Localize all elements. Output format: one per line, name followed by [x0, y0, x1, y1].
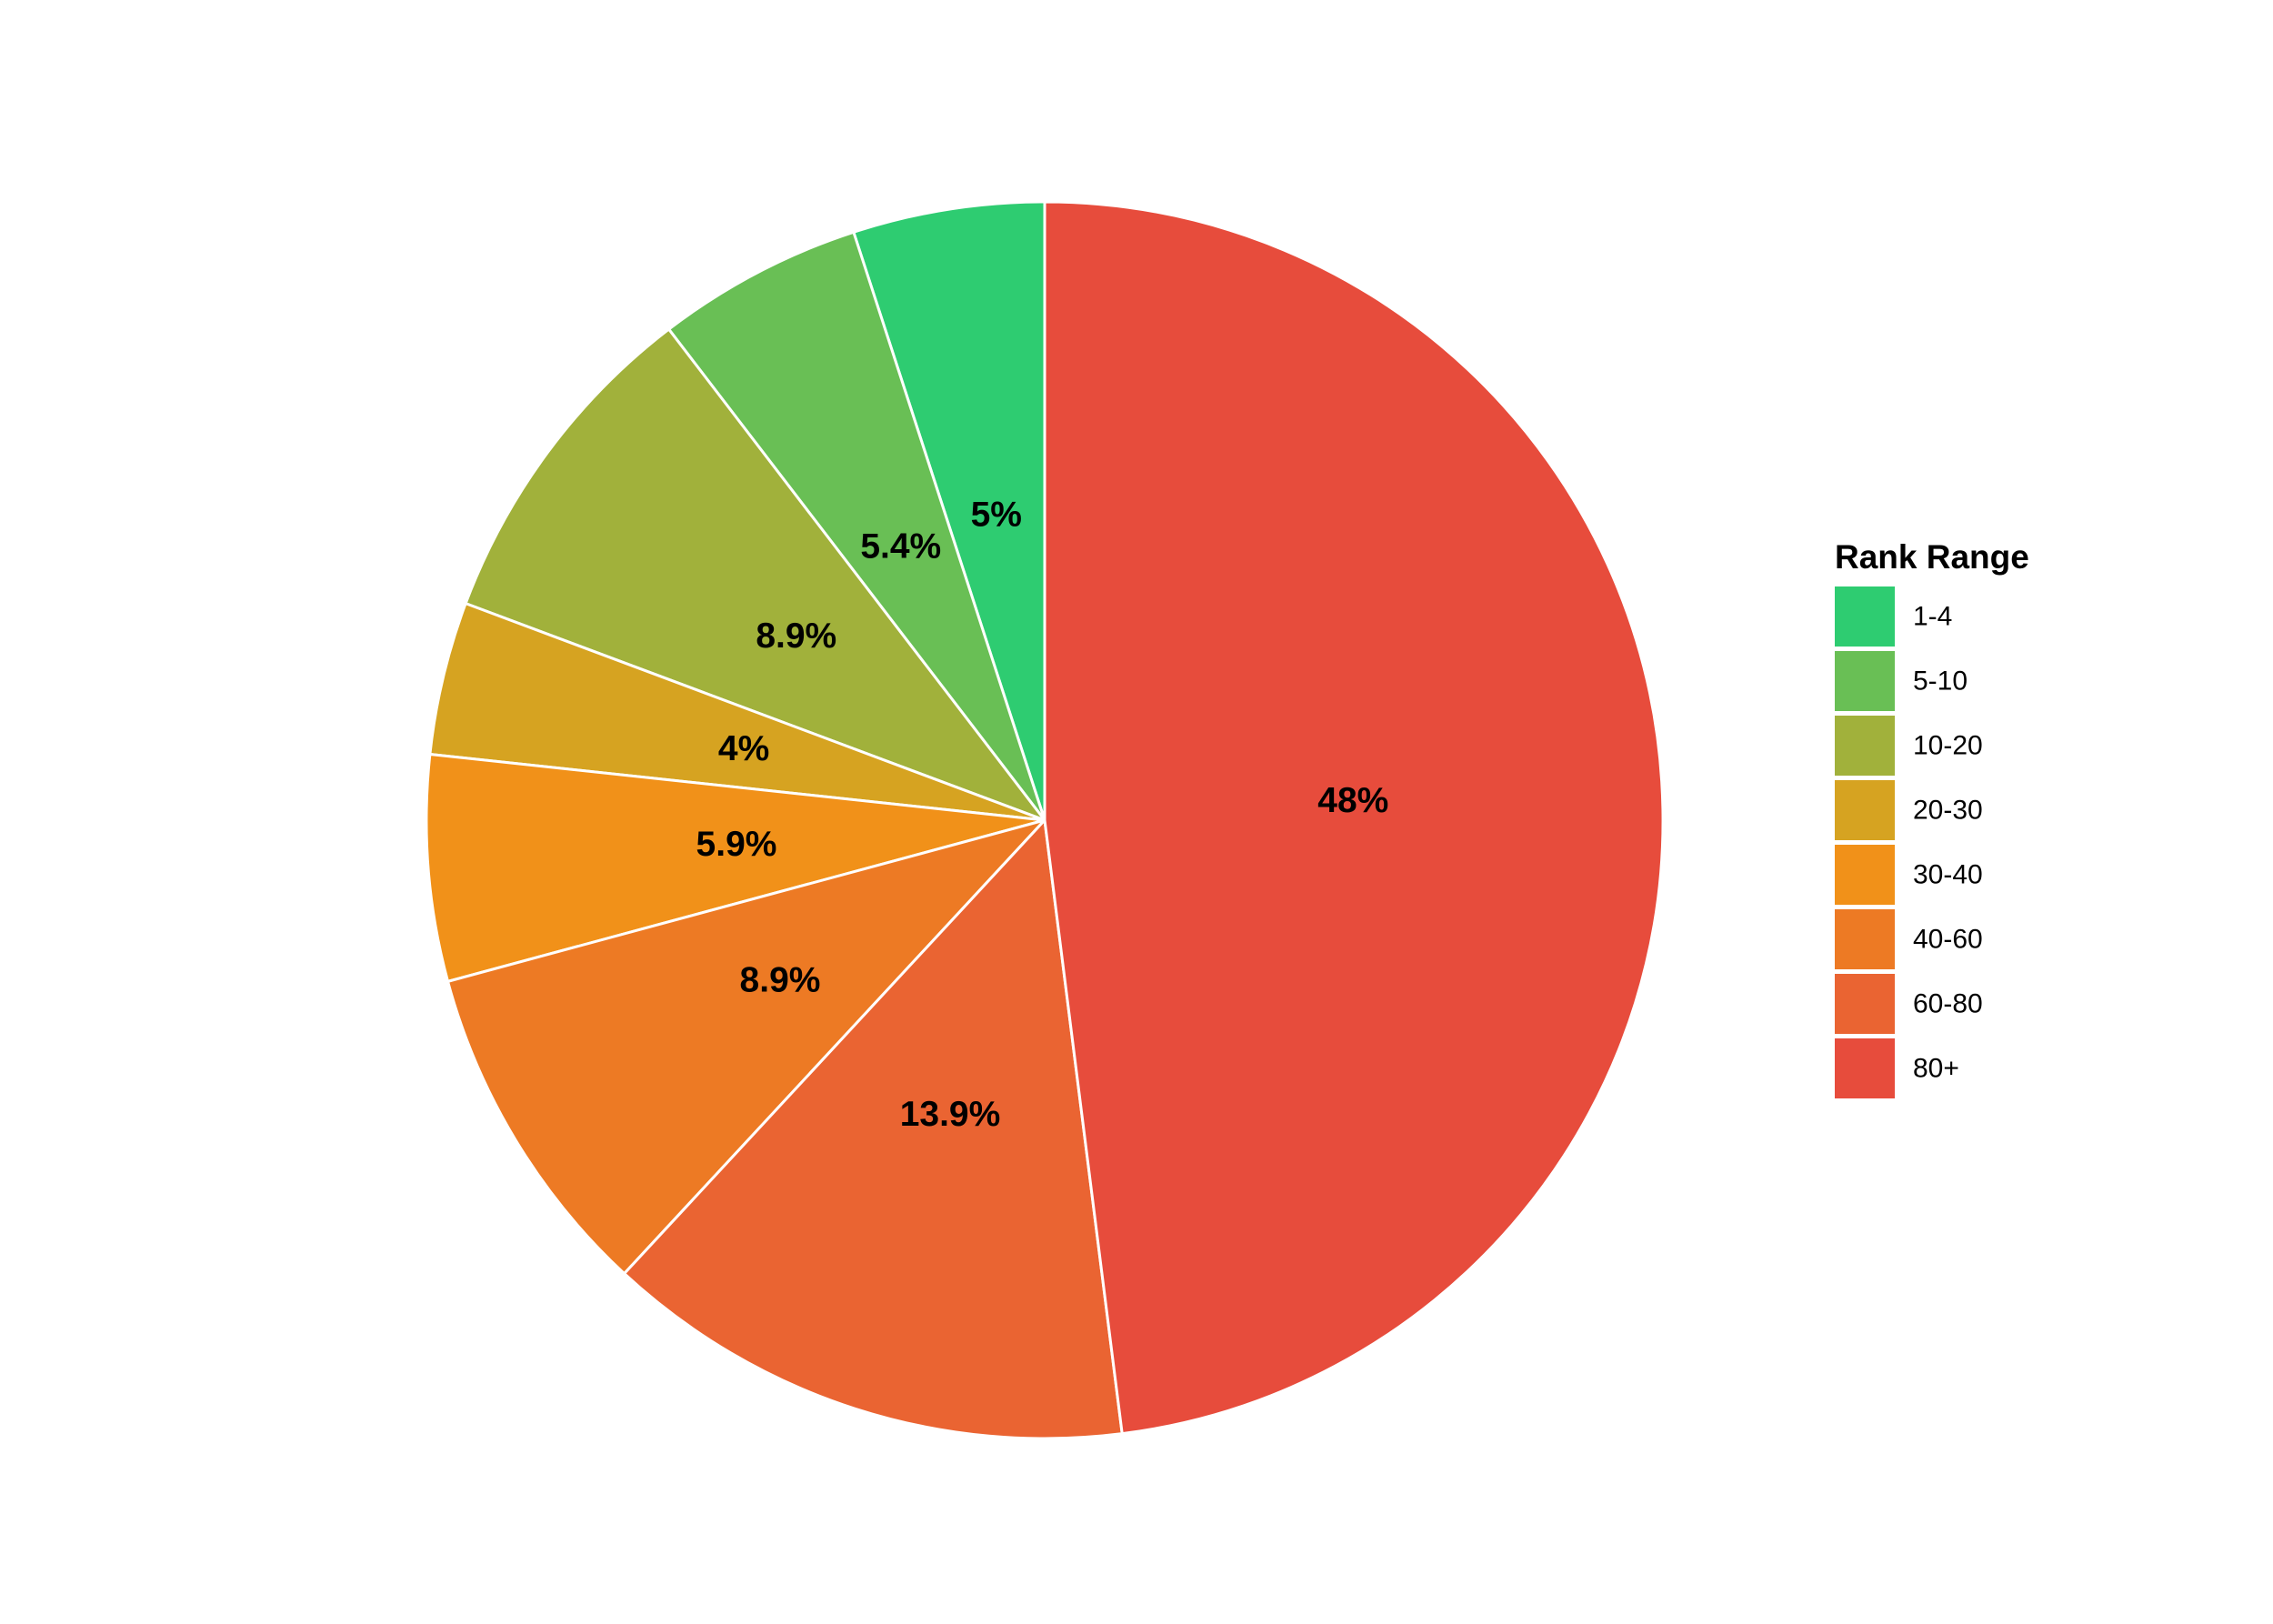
legend-swatch-5-10: [1835, 651, 1895, 711]
slice-label-20-30: 4%: [718, 729, 769, 768]
slice-label-60-80: 13.9%: [900, 1095, 1001, 1134]
pie-slice-80+: [1043, 200, 1665, 1436]
pie-slice-30-40: [425, 753, 1046, 983]
legend-label-60-80: 60-80: [1913, 989, 1983, 1019]
slice-label-80+: 48%: [1317, 781, 1388, 820]
legend-swatch-60-80: [1835, 974, 1895, 1034]
pie-slice-60-80: [623, 818, 1124, 1440]
slice-label-1-4: 5%: [971, 496, 1022, 535]
slice-label-30-40: 5.9%: [696, 825, 777, 864]
pie-slice-1-4: [852, 200, 1046, 822]
legend-title: Rank Range: [1835, 538, 2029, 576]
slice-label-10-20: 8.9%: [756, 617, 836, 656]
pie-slice-labels: 5% 5.4% 8.9% 4% 5.9% 8.9% 13.9% 48%: [696, 496, 1389, 1134]
legend-swatch-20-30: [1835, 780, 1895, 840]
slice-label-40-60: 8.9%: [740, 960, 821, 999]
slice-label-5-10: 5.4%: [860, 527, 941, 566]
legend-label-80+: 80+: [1913, 1054, 1959, 1084]
legend: Rank Range 1-4 5-10 10-20 20-30 30-40 40-60 60…: [1835, 538, 2029, 1098]
legend-label-40-60: 40-60: [1913, 925, 1983, 955]
legend-swatch-1-4: [1835, 586, 1895, 647]
pie-slice-5-10: [667, 230, 1046, 822]
pie-slice-10-20: [464, 327, 1046, 822]
pie-slice-40-60: [446, 818, 1046, 1276]
legend-label-30-40: 30-40: [1913, 860, 1983, 890]
pie-slices: [425, 200, 1665, 1440]
legend-label-10-20: 10-20: [1913, 731, 1983, 761]
legend-label-20-30: 20-30: [1913, 796, 1983, 826]
legend-swatch-80+: [1835, 1038, 1895, 1098]
legend-swatch-30-40: [1835, 845, 1895, 905]
legend-label-1-4: 1-4: [1913, 602, 1952, 632]
legend-swatch-10-20: [1835, 716, 1895, 776]
legend-label-5-10: 5-10: [1913, 667, 1968, 697]
legend-swatch-40-60: [1835, 909, 1895, 969]
